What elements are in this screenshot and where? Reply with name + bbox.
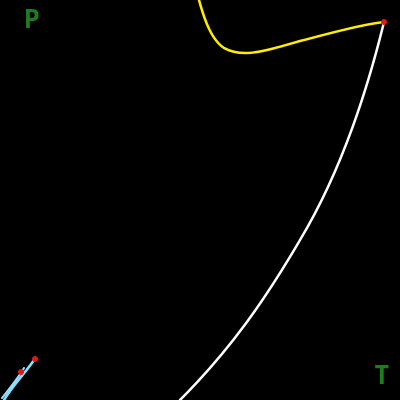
- cyan-segment: [2, 358, 36, 400]
- marker-top-right: [381, 19, 387, 25]
- label-t: T: [374, 361, 390, 391]
- yellow-curve: [197, 0, 386, 55]
- label-p: P: [24, 5, 40, 35]
- marker-bottom-left-upper: [32, 356, 38, 362]
- white-curve: [178, 20, 386, 400]
- marker-bottom-left-lower: [18, 369, 24, 375]
